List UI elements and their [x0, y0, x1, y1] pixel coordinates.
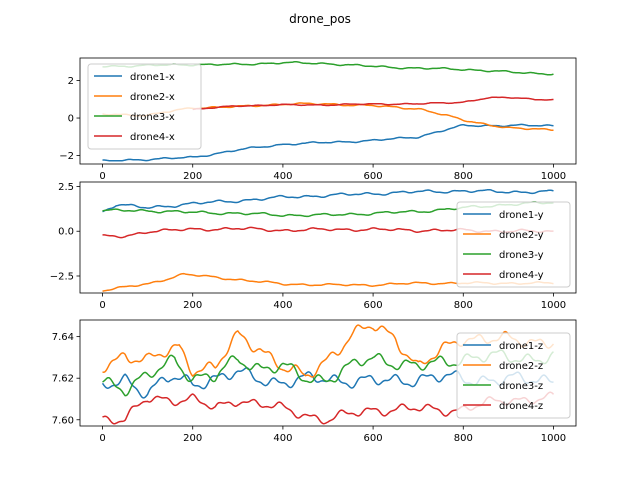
y-tick-label: 0.0: [58, 227, 74, 238]
legend: drone1-x drone2-x drone3-x drone4-x: [87, 63, 202, 150]
legend-label: drone3-z: [499, 381, 543, 392]
legend-label: drone1-y: [499, 210, 544, 221]
y-tick-label: 7.62: [52, 374, 74, 385]
x-tick-label: 1000: [541, 171, 566, 182]
x-tick-label: 400: [273, 300, 292, 311]
legend-label: drone1-z: [499, 341, 543, 352]
x-tick-label: 600: [364, 433, 383, 444]
legend-label: drone4-z: [499, 401, 543, 412]
axes-frame: [79, 57, 577, 165]
x-tick-label: 200: [183, 171, 202, 182]
x-tick-label: 800: [454, 300, 473, 311]
subplot-1: 0 200 400 600 800 100020−2drone1-xdrone2-xdro…: [59, 57, 577, 182]
y-tick-label: 7.64: [52, 332, 74, 343]
legend-label: drone1-x: [130, 72, 175, 83]
subplot-3: 0 200 400 600 800 10007.647.627.60drone1-zdro…: [52, 319, 577, 444]
legend-box: [456, 201, 571, 288]
y-tick-label: 7.60: [52, 415, 74, 426]
legend-label: drone2-y: [499, 230, 544, 241]
legend-label: drone3-x: [130, 112, 175, 123]
series-line-drone1-y: [102, 188, 554, 213]
y-tick-label: −2.5: [50, 271, 74, 282]
legend-label: drone2-z: [499, 361, 543, 372]
x-tick-label: 200: [183, 300, 202, 311]
x-tick-label: 800: [454, 433, 473, 444]
y-tick-label: −2: [59, 151, 74, 162]
x-tick-label: 800: [454, 171, 473, 182]
x-tick-label: 1000: [541, 433, 566, 444]
subplots: 0 200 400 600 800 100020−2drone1-xdrone2-xdro…: [50, 57, 577, 444]
x-tick-label: 200: [183, 433, 202, 444]
legend-label: drone4-x: [130, 132, 175, 143]
x-tick-label: 1000: [541, 300, 566, 311]
legend-label: drone2-x: [130, 92, 175, 103]
y-tick-label: 2: [68, 76, 74, 87]
figure-title: drone_pos: [289, 12, 351, 26]
series-line-drone1-x: [102, 123, 554, 162]
legend-box: [456, 332, 571, 419]
x-tick-label: 600: [364, 300, 383, 311]
subplot-2: 0 200 400 600 800 10002.50.0−2.5drone1-ydrone…: [50, 181, 577, 311]
legend-label: drone4-y: [499, 270, 544, 281]
legend: drone1-y drone2-y drone3-y drone4-y: [456, 201, 571, 288]
axes-frame: [79, 181, 577, 294]
x-tick-label: 0: [99, 300, 105, 311]
y-tick-label: 2.5: [58, 182, 74, 193]
axes-frame: [79, 319, 577, 427]
legend-label: drone3-y: [499, 250, 544, 261]
legend: drone1-z drone2-z drone3-z drone4-z: [456, 332, 571, 419]
x-tick-label: 600: [364, 171, 383, 182]
x-tick-label: 400: [273, 171, 292, 182]
series-line-drone4-x: [192, 96, 554, 111]
legend-box: [87, 63, 202, 150]
x-tick-label: 0: [99, 433, 105, 444]
x-tick-label: 0: [99, 171, 105, 182]
y-tick-label: 0: [68, 114, 74, 125]
x-tick-label: 400: [273, 433, 292, 444]
